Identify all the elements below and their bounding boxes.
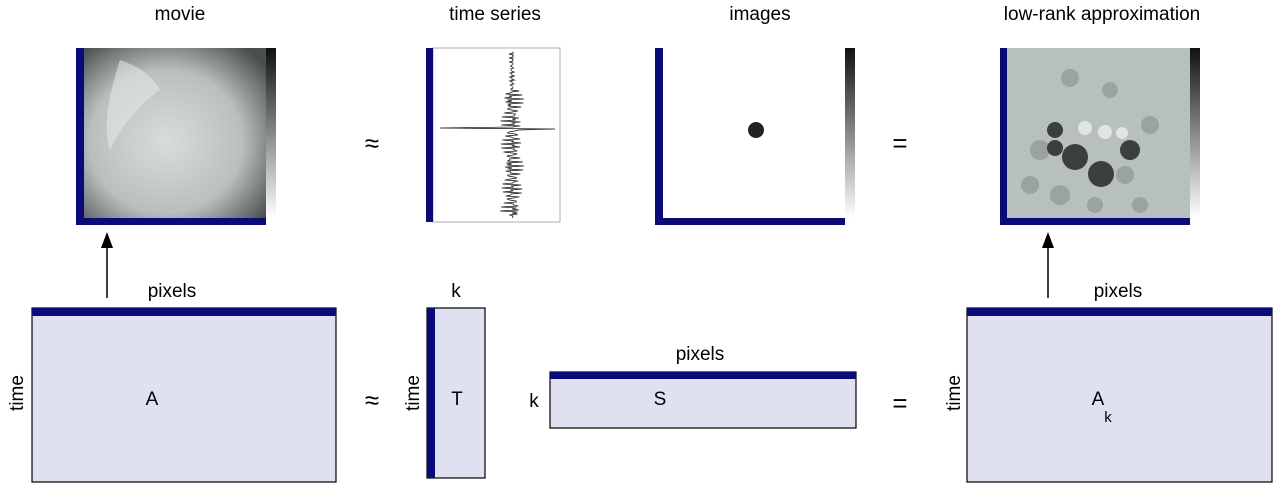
images-panel (655, 48, 855, 225)
col-label: pixels (148, 281, 197, 302)
low-rank-panel (1000, 48, 1200, 225)
operator: = (892, 388, 907, 418)
col-label: k (451, 281, 461, 302)
row-label: time (944, 375, 965, 411)
panel-title: images (729, 4, 790, 25)
matrix-name: T (451, 389, 463, 410)
panel-title: time series (449, 4, 541, 25)
matrix (426, 307, 486, 479)
matrix-name: S (654, 389, 667, 410)
matrix (31, 307, 337, 483)
panel-title: movie (155, 4, 206, 25)
col-label: pixels (1094, 281, 1143, 302)
matrix-subscript: k (1104, 409, 1112, 426)
matrix-name: A (146, 389, 159, 410)
row-label: k (529, 391, 539, 412)
arrow (101, 232, 1054, 298)
matrix (549, 371, 857, 429)
time-series-panel (426, 47, 561, 223)
operator: ≈ (365, 385, 379, 415)
col-label: pixels (676, 344, 725, 365)
panel-title: low-rank approximation (1004, 4, 1200, 25)
row-label: time (403, 375, 424, 411)
movie-panel (76, 48, 276, 225)
matrix (966, 307, 1273, 483)
matrix-name: A (1092, 389, 1105, 410)
operator: ≈ (365, 128, 379, 158)
row-label: time (7, 375, 28, 411)
operator: = (892, 128, 907, 158)
